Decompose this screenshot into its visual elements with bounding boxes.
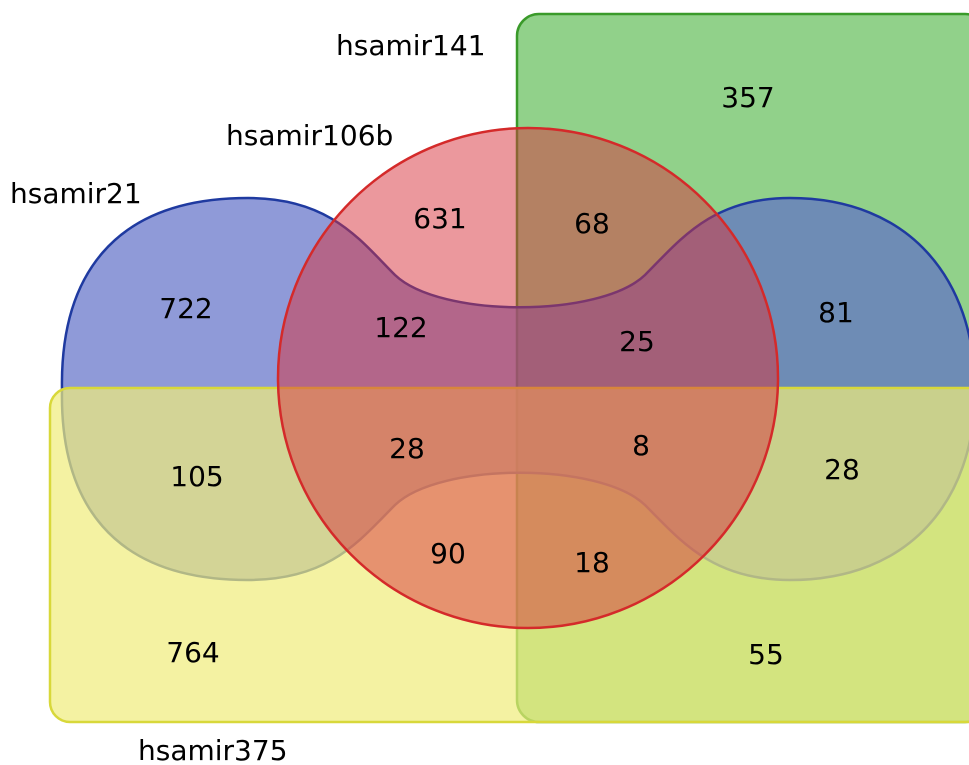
region-count-106b-375: 90 (430, 537, 466, 570)
region-count-21-141: 81 (818, 296, 854, 329)
region-count-375-only: 764 (166, 636, 219, 669)
set-label-hsamir106b: hsamir106b (226, 119, 393, 152)
region-count-all: 8 (632, 429, 650, 462)
set-label-hsamir141: hsamir141 (336, 29, 486, 62)
region-count-21-106b-141: 25 (619, 325, 655, 358)
region-count-21-106b: 122 (374, 311, 427, 344)
region-count-21-106b-375: 28 (389, 432, 425, 465)
region-count-21-141-375: 28 (824, 453, 860, 486)
region-count-106b-only: 631 (413, 202, 466, 235)
region-count-21-375: 105 (170, 460, 223, 493)
set-label-hsamir21: hsamir21 (10, 177, 142, 210)
region-count-141-375: 55 (748, 638, 784, 671)
region-count-106b-141-375: 18 (574, 546, 610, 579)
region-count-21-only: 722 (159, 292, 212, 325)
region-count-141-only: 357 (721, 81, 774, 114)
region-count-141-106b: 68 (574, 207, 610, 240)
set-hsamir106b-shape (276, 126, 780, 630)
set-label-hsamir375: hsamir375 (138, 734, 288, 765)
